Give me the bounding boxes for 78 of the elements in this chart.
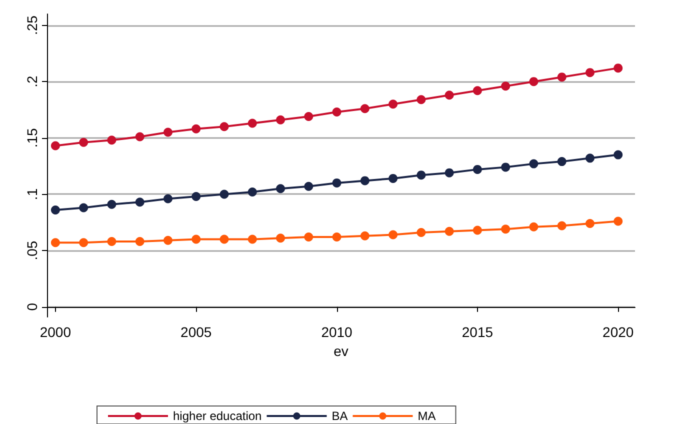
y-tick-label: .1: [24, 188, 40, 200]
point: [557, 221, 566, 230]
point: [220, 234, 229, 244]
point: [163, 236, 172, 245]
point: [50, 205, 60, 214]
x-tick-label: 2010: [321, 324, 353, 340]
point: [79, 138, 88, 147]
point: [472, 226, 482, 235]
point: [248, 234, 257, 244]
y-tick-label: 0: [24, 302, 40, 311]
point: [276, 184, 286, 194]
point: [614, 216, 623, 226]
point: [388, 100, 398, 109]
point: [557, 72, 566, 82]
point: [304, 182, 314, 191]
point: [107, 200, 116, 209]
point: [248, 118, 257, 128]
point: [107, 237, 116, 246]
point: [220, 190, 229, 199]
point: [276, 234, 286, 243]
legend-label: higher education: [173, 409, 262, 423]
y-tick-label: .25: [24, 15, 40, 35]
point: [107, 136, 116, 145]
x-tick-label: 2000: [40, 324, 72, 340]
point: [248, 187, 257, 196]
point: [360, 176, 370, 186]
point: [192, 192, 201, 201]
point: [304, 232, 314, 242]
y-tick-label: .15: [24, 128, 40, 148]
legend-label: BA: [332, 409, 348, 423]
point: [472, 164, 482, 174]
point: [501, 224, 510, 234]
x-tick-label: 2015: [462, 324, 494, 340]
point: [472, 86, 482, 96]
point: [50, 238, 60, 248]
point: [332, 232, 342, 242]
point: [501, 162, 510, 172]
point: [276, 115, 286, 124]
point: [529, 77, 538, 86]
point: [416, 228, 426, 238]
point: [416, 95, 426, 104]
point: [614, 64, 623, 73]
point: [135, 132, 144, 142]
point: [360, 104, 370, 114]
point: [416, 170, 426, 180]
point: [79, 238, 88, 248]
point: [388, 230, 398, 240]
point: [360, 231, 370, 240]
point: [192, 124, 201, 134]
point: [220, 122, 229, 132]
point: [135, 198, 144, 207]
point: [332, 178, 342, 188]
x-tick-label: 2005: [180, 324, 212, 340]
point: [163, 128, 172, 137]
x-axis-title: ev: [334, 342, 348, 359]
point: [501, 82, 510, 91]
point: [163, 194, 172, 204]
point: [304, 112, 314, 121]
point: [529, 222, 538, 232]
point: [50, 141, 60, 150]
y-tick-label: .2: [24, 76, 40, 88]
point: [444, 168, 454, 178]
point: [444, 226, 454, 236]
point: [585, 219, 594, 228]
legend-label: MA: [418, 409, 436, 423]
y-tick-label: .05: [24, 240, 40, 260]
point: [388, 174, 398, 183]
point: [444, 90, 454, 100]
point: [529, 159, 538, 168]
point: [192, 234, 201, 244]
point: [79, 203, 88, 212]
x-tick-label: 2020: [602, 324, 634, 340]
point: [557, 157, 566, 166]
point: [614, 150, 623, 160]
point: [585, 68, 594, 78]
point: [135, 237, 144, 246]
point: [332, 108, 342, 116]
point: [585, 154, 594, 163]
